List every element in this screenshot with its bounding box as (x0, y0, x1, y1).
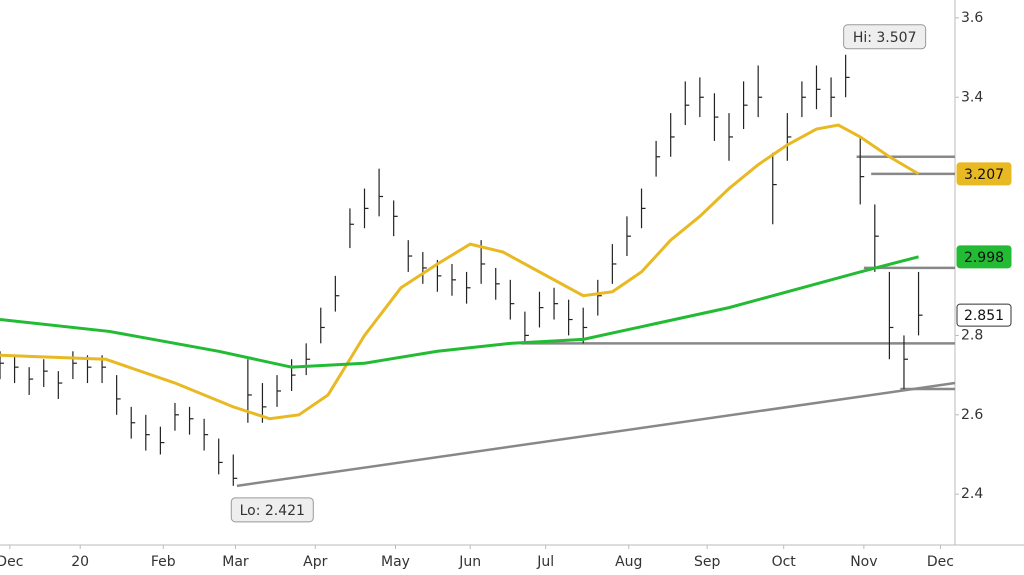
x-tick-label: 20 (71, 554, 89, 570)
x-tick-label: Feb (151, 554, 176, 570)
x-tick-label: Jun (458, 554, 481, 570)
price-tag (956, 245, 1012, 269)
x-tick-label: Dec (927, 554, 954, 570)
x-tick-label: Oct (772, 554, 797, 570)
y-tick-label: 3.4 (961, 89, 983, 105)
y-tick-label: 3.6 (961, 10, 983, 26)
x-tick-label: Nov (850, 554, 877, 570)
y-tick-label: 2.8 (961, 327, 983, 343)
price-tag (956, 162, 1012, 186)
x-tick-label: Dec (0, 554, 23, 570)
x-tick-label: May (381, 554, 410, 570)
x-tick-label: Mar (222, 554, 249, 570)
annotation-box (230, 497, 314, 523)
annotation-box (843, 24, 927, 50)
price-tag (956, 303, 1012, 327)
annotation-label: Lo: 2.421 (240, 503, 305, 519)
x-tick-label: Jul (536, 554, 554, 570)
moving-average (0, 123, 920, 421)
x-tick-label: Sep (694, 554, 721, 570)
y-tick-label: 2.4 (961, 486, 983, 502)
moving-average (0, 255, 919, 369)
price-tag-label: 2.851 (964, 308, 1004, 324)
level-line (236, 381, 956, 488)
price-tag-label: 3.207 (964, 167, 1004, 183)
annotation-label: Hi: 3.507 (853, 30, 917, 46)
x-tick-label: Apr (303, 554, 327, 570)
y-tick-label: 2.6 (961, 407, 983, 423)
x-tick-label: Aug (615, 554, 642, 570)
price-tag-label: 2.998 (964, 250, 1004, 266)
